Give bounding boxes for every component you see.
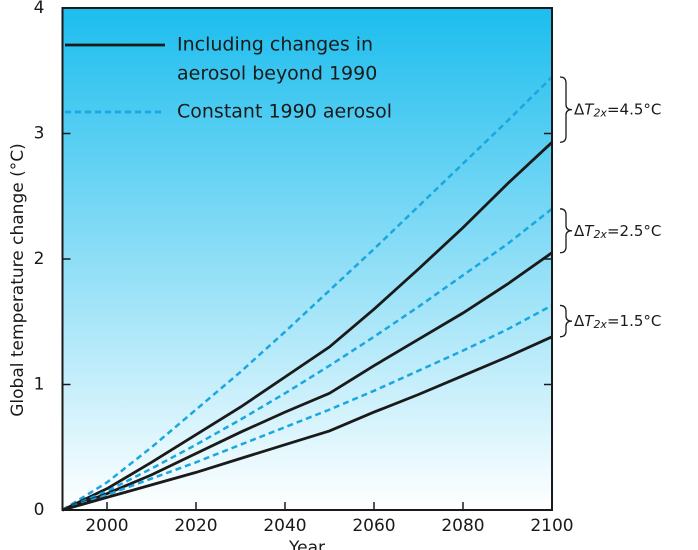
x-tick-label: 2080 [441,516,484,536]
annotation-delta: Δ [574,221,585,239]
plot-background [62,8,552,510]
plot-frame [61,7,553,511]
annotation-symbol: T [584,100,595,118]
series-line [62,251,553,512]
y-tick-label: 3 [34,124,45,144]
brace [559,208,573,254]
annotation-delta: Δ [574,312,585,330]
y-tick-label: 1 [34,375,45,395]
annotation: ΔT2x=4.5°C [574,100,661,120]
y-tick-label: 4 [34,0,45,18]
x-tick-label: 2060 [352,516,395,536]
annotation-subscript: 2x [593,228,607,241]
y-axis-label: Global temperature change (°C) [8,143,28,417]
annotation-symbol: T [584,312,595,330]
annotation-subscript: 2x [593,107,607,120]
legend-label: aerosol beyond 1990 [177,63,377,85]
annotation-text: =4.5°C [607,100,661,118]
annotation-subscript: 2x [593,318,607,331]
annotation-text: =2.5°C [607,221,661,239]
annotation-symbol: T [584,221,595,239]
series-line [61,76,553,512]
brace [559,304,573,338]
series-line [62,304,553,512]
annotation-text: =1.5°C [607,312,661,330]
legend-label: Constant 1990 aerosol [177,101,392,123]
series-line [61,141,553,512]
x-axis-label: Year [288,538,325,550]
annotation: ΔT2x=1.5°C [574,312,661,332]
x-tick-label: 2000 [85,516,128,536]
series-line [62,335,553,512]
x-tick-label: 2100 [530,516,573,536]
y-tick-label: 2 [34,249,45,269]
annotation-delta: Δ [574,100,585,118]
y-tick-label: 0 [34,500,45,520]
series-line [62,207,553,512]
legend-label: Including changes in [177,34,373,56]
annotation: ΔT2x=2.5°C [574,221,661,241]
brace [559,76,573,143]
x-tick-label: 2020 [174,516,217,536]
x-tick-label: 2040 [263,516,306,536]
